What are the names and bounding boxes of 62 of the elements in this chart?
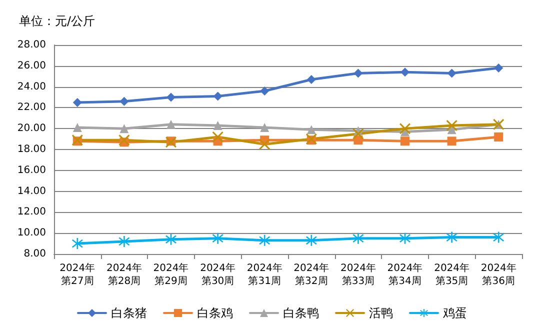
point: [400, 123, 410, 134]
point: [494, 63, 504, 72]
point: [259, 234, 270, 246]
point: [493, 232, 504, 243]
y-tick-label: 18.00: [17, 144, 46, 155]
x-tick-label: 2024年第27周: [60, 262, 96, 287]
point: [72, 123, 82, 132]
point: [354, 68, 363, 78]
point: [120, 124, 129, 134]
point: [306, 74, 316, 84]
x-tick-label: 2024年第36周: [480, 262, 516, 287]
x-tick-label: 2024年第31周: [246, 262, 282, 287]
y-tick-label: 20.00: [17, 123, 46, 134]
point: [400, 136, 410, 146]
y-axis-title: 单位：元/公斤: [19, 14, 96, 28]
y-tick-label: 16.00: [17, 164, 46, 176]
point: [400, 68, 410, 77]
point: [446, 120, 458, 131]
point: [352, 128, 364, 140]
point: [494, 132, 504, 142]
point: [446, 232, 458, 243]
point: [260, 86, 270, 96]
y-tick-label: 12.00: [17, 206, 46, 218]
x-tick-label: 2024年第29周: [153, 262, 189, 287]
point: [166, 120, 176, 129]
point: [72, 238, 83, 250]
point: [400, 232, 410, 244]
legend-label: 白条鸡: [197, 306, 233, 320]
point: [447, 68, 456, 78]
point: [213, 120, 222, 130]
point: [306, 125, 316, 134]
legend-label: 白条鸭: [283, 306, 319, 320]
y-tick-label: 24.00: [17, 81, 46, 92]
point: [72, 98, 82, 107]
y-tick-label: 28.00: [17, 40, 46, 50]
point: [166, 234, 176, 245]
y-tick-label: 22.00: [17, 102, 46, 114]
point: [352, 232, 364, 244]
legend-label: 白条猪: [111, 306, 147, 320]
legend-label: 活鸭: [369, 306, 393, 320]
point: [213, 92, 222, 101]
point: [166, 92, 176, 102]
point: [212, 232, 224, 244]
point: [447, 136, 456, 146]
x-tick-label: 2024年第33周: [340, 262, 376, 287]
point: [118, 134, 130, 146]
y-tick-label: 10.00: [17, 228, 46, 239]
x-tick-label: 2024年第32周: [294, 262, 330, 287]
x-tick-label: 2024年第30周: [200, 262, 236, 287]
point: [260, 123, 270, 132]
x-tick-label: 2024年第35周: [434, 262, 470, 287]
legend-label: 鸡蛋: [442, 306, 467, 320]
point: [212, 131, 224, 142]
point: [306, 234, 317, 246]
y-tick-label: 8.00: [24, 248, 46, 260]
x-tick-label: 2024年第28周: [106, 262, 142, 287]
point: [120, 96, 129, 106]
x-tick-label: 2024年第34周: [387, 262, 423, 287]
point: [118, 236, 130, 247]
point: [259, 138, 270, 150]
y-tick-label: 26.00: [17, 60, 46, 72]
y-tick-label: 14.00: [17, 186, 46, 197]
